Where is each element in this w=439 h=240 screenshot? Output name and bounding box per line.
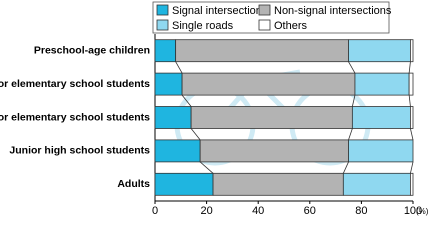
connector-line <box>351 95 356 107</box>
chart: Signal intersections Non-signal intersect… <box>0 1 429 216</box>
bar-segment <box>408 72 414 96</box>
legend-label: Others <box>274 20 308 32</box>
legend-swatch <box>258 4 271 16</box>
bar-segment <box>351 106 411 129</box>
bar-segment <box>410 106 414 129</box>
bar-segment <box>175 39 349 63</box>
bar-segment <box>154 172 214 196</box>
connector-line <box>348 61 356 74</box>
bar-segment <box>154 106 192 129</box>
bar-segment <box>348 139 414 163</box>
category-label: Preschool-age children <box>34 44 150 56</box>
bar-segment <box>410 172 414 196</box>
category-label: Adults <box>117 178 150 190</box>
connector-line <box>190 128 201 141</box>
connector-line <box>410 128 414 140</box>
bar-segment <box>212 172 344 196</box>
legend-frame <box>152 1 390 34</box>
x-tick-label: 100 <box>404 205 422 216</box>
connector-line <box>410 161 414 174</box>
x-tick-label: 0 <box>152 205 158 216</box>
x-tick-label: 60 <box>304 205 316 216</box>
bar-segment <box>410 39 414 63</box>
bar-segment <box>348 39 411 63</box>
x-tick-label: 80 <box>355 205 367 216</box>
category-label: Junior elementary school students <box>0 78 150 90</box>
connector-line <box>408 61 411 74</box>
legend-label: Non-signal intersections <box>274 5 392 17</box>
x-axis-label: (%) <box>416 207 429 216</box>
connector-line <box>181 94 192 107</box>
x-tick-label: 20 <box>200 205 212 216</box>
bar-segment <box>154 139 201 163</box>
bar-segment <box>342 172 411 196</box>
connector-line <box>175 61 183 74</box>
connector-line <box>348 128 353 141</box>
legend-label: Single roads <box>172 20 234 32</box>
legend-swatch <box>258 19 271 31</box>
bar-segment <box>154 72 183 96</box>
connector-line <box>342 161 349 174</box>
bar-segment <box>354 72 410 96</box>
bar-segment <box>199 139 349 163</box>
connector-line <box>408 95 411 107</box>
category-label: Junior high school students <box>9 145 150 157</box>
connector-line <box>199 161 214 174</box>
bar-segment <box>190 106 353 129</box>
x-tick-label: 40 <box>252 205 264 216</box>
legend-label: Signal intersections <box>172 5 268 17</box>
legend-swatch <box>156 19 169 31</box>
legend-swatch <box>156 4 169 16</box>
category-label: Senior elementary school students <box>0 111 150 123</box>
bar-segment <box>181 72 356 96</box>
bar-segment <box>154 39 177 63</box>
